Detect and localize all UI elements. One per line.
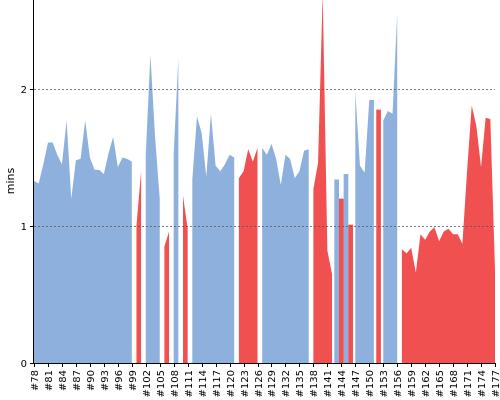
x-tick-label: #99 — [128, 370, 139, 391]
x-tick-label: #150 — [365, 370, 376, 397]
x-tick-label: #135 — [295, 370, 306, 397]
x-tick-label: #156 — [393, 370, 404, 397]
x-tick-label: #153 — [379, 370, 390, 397]
x-tick-label: #177 — [491, 370, 500, 397]
x-tick-label: #174 — [477, 370, 488, 397]
series-0-area-6 — [343, 173, 349, 363]
series-1-area-0 — [136, 171, 142, 363]
x-tick-label: #171 — [463, 370, 474, 397]
series-0-area-1 — [145, 54, 160, 364]
x-tick-label: #111 — [184, 370, 195, 397]
x-tick-label: #114 — [198, 370, 209, 397]
x-tick-label: #102 — [142, 370, 153, 397]
x-tick-label: #78 — [30, 370, 41, 391]
x-tick-label: #165 — [435, 370, 446, 397]
series-0-area-3 — [192, 113, 235, 363]
series-1-area-1 — [164, 231, 170, 363]
grid-lines — [34, 89, 495, 227]
x-tick-label: #126 — [254, 370, 265, 397]
series-1-area-6 — [348, 224, 353, 363]
y-tick-label: 0 — [21, 359, 27, 370]
x-tick-label: #108 — [170, 370, 181, 397]
x-tick-label: #144 — [337, 370, 348, 397]
x-axis-ticks: #78 #81 #84 #87 #90 #93 #96 #99 #102 #105 #108 #111… — [30, 363, 500, 397]
x-tick-label: #162 — [421, 370, 432, 397]
x-tick-label: #90 — [86, 370, 97, 391]
y-tick-label: 1 — [21, 222, 27, 233]
x-tick-label: #138 — [309, 370, 320, 397]
x-tick-label: #141 — [323, 370, 334, 397]
x-tick-label: #105 — [156, 370, 167, 397]
x-tick-label: #132 — [281, 370, 292, 397]
series-0-area-8 — [383, 13, 398, 363]
x-tick-label: #84 — [58, 370, 69, 391]
y-axis-title: mins — [4, 167, 17, 194]
series-0-area-0 — [34, 120, 132, 363]
x-tick-label: #147 — [351, 370, 362, 397]
series-1-area-7 — [376, 109, 381, 364]
x-tick-label: #81 — [44, 370, 55, 391]
x-tick-label: #129 — [267, 370, 278, 397]
series-1-area-5 — [339, 198, 344, 363]
series-0-area-4 — [262, 143, 309, 363]
series-1 — [136, 0, 495, 364]
y-tick-label: 2 — [21, 85, 27, 96]
x-tick-label: #120 — [226, 370, 237, 397]
x-tick-label: #87 — [72, 370, 83, 391]
x-tick-label: #168 — [449, 370, 460, 397]
plot-area — [34, 0, 495, 364]
series-1-area-2 — [183, 195, 188, 363]
x-tick-label: #123 — [240, 370, 251, 397]
series-1-area-8 — [401, 105, 495, 364]
series-1-area-3 — [238, 147, 258, 363]
x-tick-label: #159 — [407, 370, 418, 397]
series-0-area-2 — [173, 58, 179, 363]
x-tick-label: #96 — [114, 370, 125, 391]
x-tick-label: #117 — [212, 370, 223, 397]
x-tick-label: #93 — [100, 370, 111, 391]
y-axis-ticks: 0 1 2 — [21, 85, 34, 370]
series-0-area-7 — [355, 91, 374, 364]
series-0-area-5 — [334, 179, 340, 363]
series-1-area-4 — [313, 0, 333, 363]
series-0 — [34, 13, 398, 364]
